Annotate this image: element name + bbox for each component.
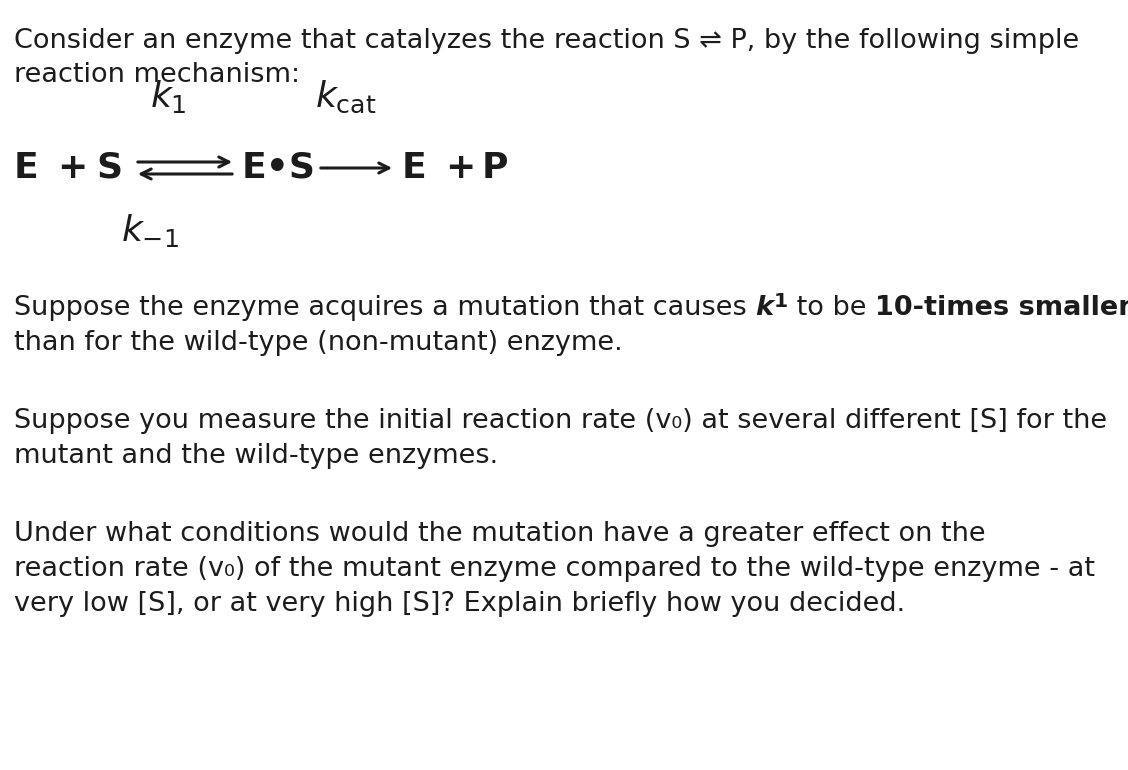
Text: k: k	[756, 295, 774, 321]
Text: reaction mechanism:: reaction mechanism:	[14, 62, 300, 88]
Text: 1: 1	[774, 292, 787, 311]
Text: reaction rate (v₀) of the mutant enzyme compared to the wild-type enzyme - at: reaction rate (v₀) of the mutant enzyme …	[14, 556, 1095, 582]
Text: E•S: E•S	[243, 151, 316, 185]
Text: E: E	[14, 151, 38, 185]
Text: P: P	[482, 151, 509, 185]
Text: Suppose the enzyme acquires a mutation that causes: Suppose the enzyme acquires a mutation t…	[14, 295, 756, 321]
Text: S: S	[96, 151, 122, 185]
Text: $k_{-1}$: $k_{-1}$	[121, 212, 179, 249]
Text: $k_\mathrm{cat}$: $k_\mathrm{cat}$	[315, 79, 377, 115]
Text: 10-times smaller: 10-times smaller	[874, 295, 1128, 321]
Text: +: +	[58, 151, 87, 185]
Text: Under what conditions would the mutation have a greater effect on the: Under what conditions would the mutation…	[14, 521, 986, 547]
Text: mutant and the wild-type enzymes.: mutant and the wild-type enzymes.	[14, 443, 499, 469]
Text: +: +	[446, 151, 475, 185]
Text: than for the wild-type (non-mutant) enzyme.: than for the wild-type (non-mutant) enzy…	[14, 330, 623, 356]
Text: Consider an enzyme that catalyzes the reaction S ⇌ P, by the following simple: Consider an enzyme that catalyzes the re…	[14, 28, 1079, 54]
Text: E: E	[402, 151, 426, 185]
Text: very low [S], or at very high [S]? Explain briefly how you decided.: very low [S], or at very high [S]? Expla…	[14, 591, 905, 617]
Text: Suppose you measure the initial reaction rate (v₀) at several different [S] for : Suppose you measure the initial reaction…	[14, 408, 1107, 434]
Text: $k_1$: $k_1$	[150, 78, 186, 115]
Text: to be: to be	[787, 295, 874, 321]
